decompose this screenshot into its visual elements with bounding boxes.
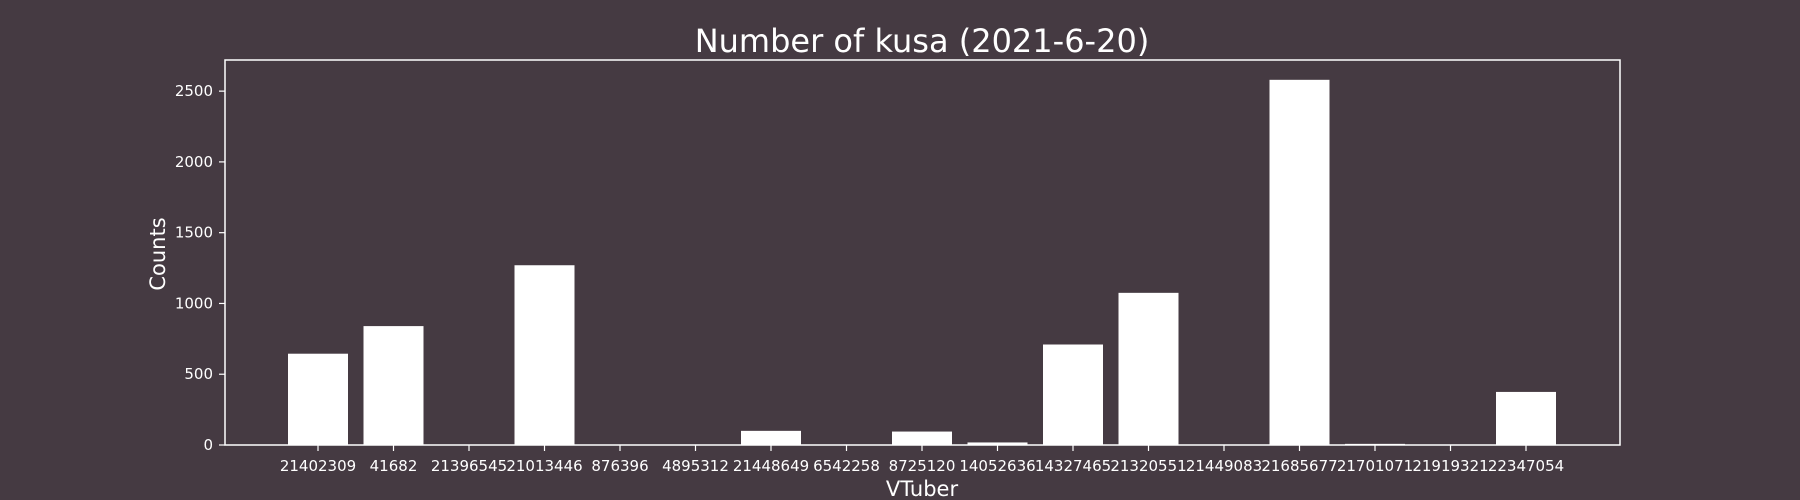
chart-title: Number of kusa (2021-6-20): [695, 22, 1150, 60]
x-tick-label-21449083: 21449083: [1186, 457, 1262, 475]
y-tick-label-1000: 1000: [175, 294, 213, 312]
bar-21013446: [514, 265, 575, 445]
x-tick-label-41682: 41682: [370, 457, 418, 475]
y-axis-ticks: 0 500 1000 1500 2000 2500: [175, 82, 225, 454]
bar-8725120: [892, 431, 952, 445]
x-tick-label-14052636: 14052636: [959, 457, 1035, 475]
x-tick-label-21320551: 21320551: [1110, 457, 1186, 475]
y-tick-label-1500: 1500: [175, 224, 213, 242]
x-tick-label-22347054: 22347054: [1488, 457, 1564, 475]
x-tick-label-14327465: 14327465: [1035, 457, 1111, 475]
x-tick-label-21402309: 21402309: [280, 457, 356, 475]
bar-21320551: [1118, 292, 1179, 445]
y-tick-label-2500: 2500: [175, 82, 213, 100]
x-tick-label-876396: 876396: [591, 457, 648, 475]
y-tick-label-0: 0: [203, 436, 213, 454]
y-tick-label-500: 500: [184, 365, 213, 383]
x-tick-label-21685677: 21685677: [1261, 457, 1337, 475]
x-tick-label-21396545: 21396545: [431, 457, 507, 475]
plot-frame: [224, 59, 1621, 446]
y-tick-label-2000: 2000: [175, 153, 213, 171]
bar-21685677: [1269, 79, 1330, 446]
x-axis-label: VTuber: [886, 477, 959, 500]
x-tick-label-21701071: 21701071: [1337, 457, 1413, 475]
x-tick-label-4895312: 4895312: [662, 457, 729, 475]
bar-21448649: [741, 430, 801, 445]
bar-41682: [363, 326, 424, 445]
bar-22347054: [1496, 391, 1556, 445]
bar-21402309: [288, 353, 348, 445]
bars-group: [288, 79, 1556, 446]
x-tick-label-6542258: 6542258: [813, 457, 880, 475]
bar-14052636: [967, 442, 1028, 445]
x-tick-label-8725120: 8725120: [889, 457, 956, 475]
x-tick-label-21448649: 21448649: [733, 457, 809, 475]
x-tick-label-21919321: 21919321: [1412, 457, 1488, 475]
x-axis-ticks: 21402309 41682 21396545 21013446 876396 48953…: [280, 445, 1564, 475]
x-tick-label-21013446: 21013446: [506, 457, 582, 475]
bar-14327465: [1043, 344, 1103, 445]
y-axis-label: Counts: [146, 217, 170, 290]
